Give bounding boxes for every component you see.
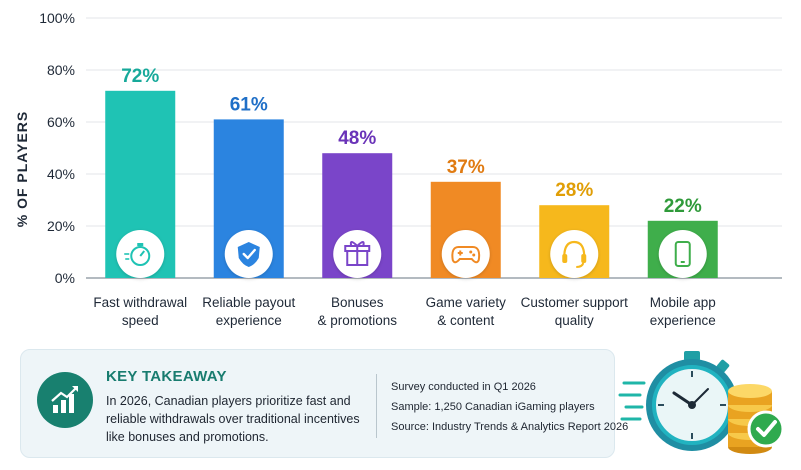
headset-icon	[550, 230, 599, 278]
x-tick-label: quality	[555, 313, 594, 328]
y-tick-label: 80%	[47, 62, 75, 78]
source-info: Survey conducted in Q1 2026 Sample: 1,25…	[391, 377, 628, 437]
gamepad-icon	[441, 230, 490, 278]
panel-divider	[376, 374, 377, 438]
y-tick-label: 100%	[39, 10, 75, 26]
value-label: 28%	[555, 180, 593, 201]
key-takeaway-text: In 2026, Canadian players prioritize fas…	[106, 394, 360, 444]
y-tick-label: 0%	[55, 270, 75, 286]
y-axis-label: % OF PLAYERS	[14, 111, 30, 228]
shield-check-icon	[224, 230, 273, 278]
stopwatch-coins-check-icon	[618, 351, 785, 454]
x-tick-label: experience	[216, 313, 282, 328]
chart-growth-icon	[37, 372, 93, 428]
x-tick-label: Fast withdrawal	[93, 295, 187, 310]
gift-icon	[333, 230, 382, 278]
bar-chart: % OF PLAYERS 0% 20% 40% 60% 80% 100% 72% 61% 48…	[14, 10, 782, 328]
x-tick-label: speed	[122, 313, 159, 328]
value-label: 37%	[447, 157, 485, 178]
x-tick-label: Customer support	[521, 295, 629, 310]
value-label: 48%	[338, 128, 376, 149]
y-tick-label: 40%	[47, 166, 75, 182]
value-label: 22%	[664, 196, 702, 217]
sample-size: Sample: 1,250 Canadian iGaming players	[391, 401, 595, 413]
key-takeaway-title: KEY TAKEAWAY	[106, 368, 227, 385]
key-takeaway-panel: KEY TAKEAWAY In 2026, Canadian players p…	[20, 349, 628, 458]
survey-date: Survey conducted in Q1 2026	[391, 381, 536, 393]
report-source: Source: Industry Trends & Analytics Repo…	[391, 421, 629, 433]
x-tick-label: Mobile app	[650, 295, 716, 310]
x-tick-label: Bonuses	[331, 295, 384, 310]
stopwatch-icon	[116, 230, 165, 278]
x-tick-label: & content	[437, 313, 494, 328]
smartphone-icon	[658, 230, 707, 278]
y-tick-label: 60%	[47, 114, 75, 130]
x-tick-label: experience	[650, 313, 716, 328]
value-label: 72%	[121, 66, 159, 87]
value-label: 61%	[230, 94, 268, 115]
x-tick-label: & promotions	[317, 313, 397, 328]
y-tick-label: 20%	[47, 218, 75, 234]
x-tick-label: Reliable payout	[202, 295, 295, 310]
x-tick-label: Game variety	[426, 295, 507, 310]
